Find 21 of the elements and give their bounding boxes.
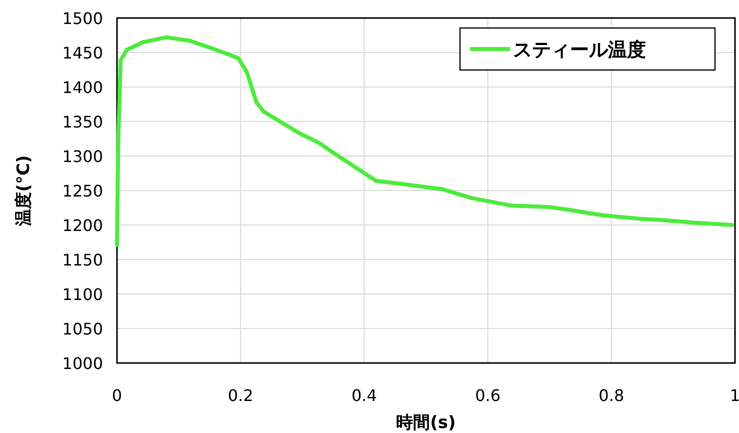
x-tick-label: 0 — [112, 386, 122, 405]
x-tick-label: 0.8 — [598, 386, 624, 405]
y-tick-label: 1350 — [62, 112, 103, 132]
y-tick-label: 1400 — [62, 78, 103, 97]
y-tick-label: 1150 — [62, 250, 103, 270]
y-axis-title: 温度(°C) — [14, 155, 34, 227]
line-series — [115, 35, 734, 248]
y-tick-label: 1250 — [62, 182, 103, 200]
y-tick-label: 1300 — [62, 147, 103, 166]
x-tick-label: 0.2 — [228, 386, 254, 405]
x-tick-label: 1 — [730, 386, 739, 405]
x-tick-label: 0.6 — [475, 386, 501, 405]
y-tick-label: 1050 — [62, 320, 103, 338]
y-tick-label: 1200 — [62, 216, 103, 235]
y-tick-label: 1500 — [62, 9, 103, 28]
x-tick-label: 0.4 — [351, 386, 377, 405]
legend-label: スティール温度 — [513, 39, 646, 61]
x-axis-title: 時間(s) — [396, 413, 456, 433]
y-tick-label: 1450 — [62, 44, 103, 62]
y-tick-label: 1000 — [62, 354, 103, 373]
y-tick-label: 1100 — [62, 285, 103, 304]
